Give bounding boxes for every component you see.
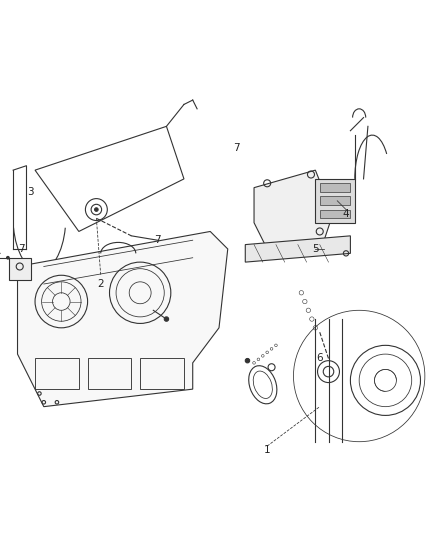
Circle shape — [95, 208, 98, 211]
FancyBboxPatch shape — [9, 258, 31, 280]
Text: 2: 2 — [97, 279, 104, 289]
Text: 3: 3 — [27, 187, 34, 197]
Polygon shape — [245, 236, 350, 262]
FancyBboxPatch shape — [320, 183, 350, 192]
Circle shape — [164, 317, 169, 321]
Text: 1: 1 — [264, 446, 271, 456]
Circle shape — [245, 359, 250, 363]
Text: 7: 7 — [233, 143, 240, 154]
FancyBboxPatch shape — [315, 179, 355, 223]
FancyBboxPatch shape — [320, 209, 350, 219]
FancyBboxPatch shape — [320, 197, 350, 205]
Text: 7: 7 — [154, 235, 161, 245]
Text: 4: 4 — [343, 209, 350, 219]
Circle shape — [7, 256, 9, 259]
Text: 6: 6 — [316, 353, 323, 364]
Polygon shape — [18, 231, 228, 407]
Polygon shape — [254, 170, 333, 258]
Text: 5: 5 — [312, 244, 319, 254]
Text: 7: 7 — [18, 244, 25, 254]
